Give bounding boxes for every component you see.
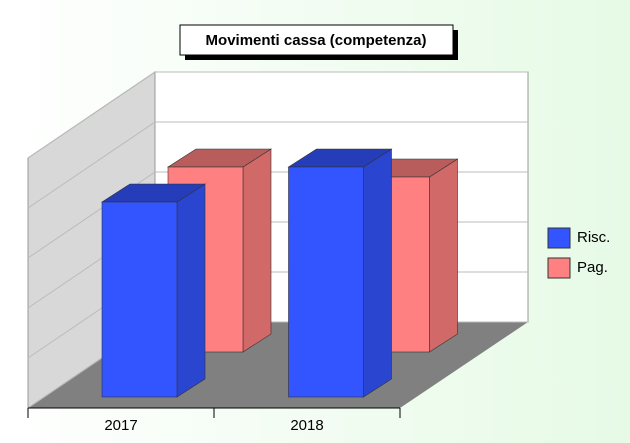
- x-tick-label: 2017: [104, 417, 137, 434]
- bar-side: [363, 148, 392, 398]
- bar-side: [242, 148, 272, 353]
- bar-side: [429, 158, 458, 353]
- x-tick-label: 2018: [290, 417, 323, 434]
- bar-side: [176, 183, 206, 398]
- legend-label: Pag.: [577, 259, 608, 276]
- chart-title: Movimenti cassa (competenza): [206, 32, 427, 49]
- bar-front: [101, 201, 178, 398]
- legend-swatch: [547, 227, 571, 249]
- title-box: [179, 24, 454, 56]
- grid-line: [27, 121, 156, 209]
- bar-front: [288, 166, 364, 398]
- bar: [287, 148, 393, 398]
- legend-label: Risc.: [577, 229, 610, 246]
- bar: [100, 183, 207, 398]
- legend-swatch: [547, 257, 571, 279]
- grid-line: [27, 71, 156, 159]
